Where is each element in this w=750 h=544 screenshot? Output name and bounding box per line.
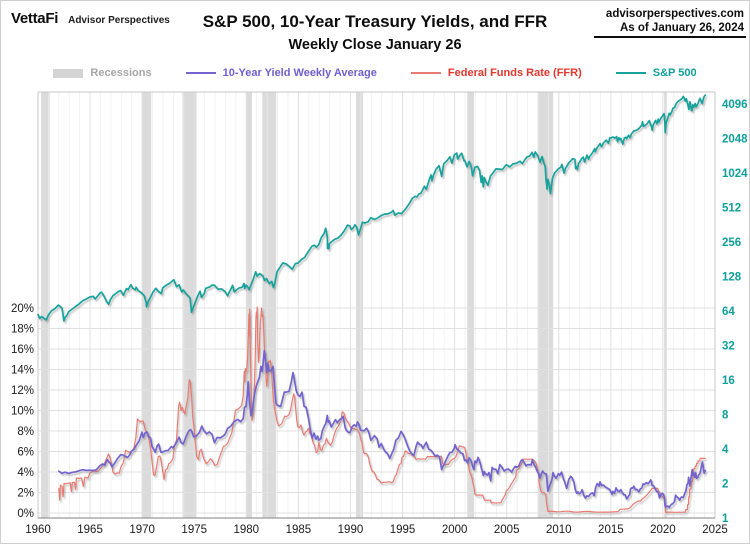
recessions-swatch <box>53 68 84 78</box>
x-axis-tick: 1985 <box>286 524 312 536</box>
y-axis-left-tick: 16% <box>11 344 34 356</box>
x-gridlines <box>37 92 716 518</box>
brand: VettaFi Advisor Perspectives <box>11 10 170 27</box>
y-axis-left-tick: 18% <box>11 324 34 336</box>
y-axis-right-tick: 16 <box>722 375 735 387</box>
legend-label-sp500: S&P 500 <box>652 67 697 79</box>
recession-band <box>356 92 364 518</box>
source-block: advisorperspectives.com As of January 26… <box>606 7 744 35</box>
recession-band <box>664 92 667 518</box>
x-axis-tick: 1960 <box>25 524 51 536</box>
legend-label-recessions: Recessions <box>90 67 152 79</box>
x-axis-tick: 1975 <box>181 524 207 536</box>
brand-subtitle: Advisor Perspectives <box>68 15 170 26</box>
y-axis-left-tick: 0% <box>17 508 34 520</box>
x-axis-tick: 1970 <box>129 524 155 536</box>
y-axis-left-tick: 10% <box>11 406 34 418</box>
legend-label-ffr: Federal Funds Rate (FFR) <box>447 67 582 79</box>
y-axis-left-tick: 4% <box>17 467 34 479</box>
legend-item-recessions: Recessions <box>53 67 152 79</box>
x-axis-tick: 2005 <box>494 524 520 536</box>
recession-bands <box>41 92 667 518</box>
x-axis-tick: 1990 <box>338 524 364 536</box>
y-axis-right-tick: 1 <box>722 513 729 525</box>
recession-band <box>467 92 475 518</box>
source-underline <box>594 36 746 38</box>
y-axis-right-tick: 128 <box>722 272 742 284</box>
recession-band <box>262 92 277 518</box>
chart-legend: Recessions 10-Year Yield Weekly Average … <box>1 67 749 79</box>
y-axis-right-tick: 32 <box>722 341 735 353</box>
x-axis-tick: 2020 <box>650 524 676 536</box>
x-axis-tick: 1980 <box>234 524 260 536</box>
10yr-yield-swatch <box>185 71 216 75</box>
y-axis-left-tick: 6% <box>17 447 34 459</box>
series-federal-funds-rate-ffr <box>58 306 706 514</box>
sp500-swatch <box>615 71 646 75</box>
y-axis-right-tick: 4096 <box>722 99 748 111</box>
y-axis-right-tick: 8 <box>722 410 729 422</box>
x-axis-tick: 2000 <box>442 524 468 536</box>
y-axis-right-tick: 64 <box>722 306 735 318</box>
y-axis-right-labels: 1 2 4 8 16 32 64 128 256 512 1024 2048 4096 <box>722 99 748 525</box>
x-axis-tick: 2010 <box>546 524 572 536</box>
x-axis-labels: 1960 1965 1970 1975 1980 1985 1990 1995 2000 2005… <box>25 524 728 536</box>
y-axis-right-tick: 2048 <box>722 134 748 146</box>
x-axis-tick: 1995 <box>390 524 416 536</box>
source-website: advisorperspectives.com <box>605 8 744 20</box>
y-axis-right-tick: 512 <box>722 203 741 215</box>
y-axis-left-tick: 12% <box>11 385 34 397</box>
plot-border <box>37 91 716 519</box>
y-axis-left-labels: 0% 2% 4% 6% 8% 10% 12% 14% 16% 18% 20% <box>11 303 34 520</box>
y-axis-left-tick: 20% <box>11 303 34 315</box>
x-axis-tick: 2015 <box>598 524 624 536</box>
vettafi-logo: VettaFi <box>11 10 59 27</box>
legend-label-10yr-yield: 10-Year Yield Weekly Average <box>222 67 377 79</box>
y-gridlines <box>38 307 715 514</box>
y-axis-right-tick: 2 <box>722 479 728 491</box>
x-axis-tick: 1965 <box>77 524 103 536</box>
recession-band <box>41 92 50 518</box>
y-axis-left-tick: 14% <box>11 365 34 377</box>
legend-item-sp500: S&P 500 <box>615 67 697 79</box>
series-s-p-500 <box>37 94 707 322</box>
y-axis-right-tick: 1024 <box>722 168 748 180</box>
y-axis-left-tick: 2% <box>17 488 34 500</box>
series-10-year-yield-weekly-average <box>57 349 707 509</box>
legend-item-ffr: Federal Funds Rate (FFR) <box>410 67 582 79</box>
as-of-date: As of January 26, 2024 <box>619 22 744 34</box>
y-axis-right-tick: 256 <box>722 237 741 249</box>
y-axis-right-tick: 4 <box>722 444 729 456</box>
y-axis-left-tick: 8% <box>17 426 34 438</box>
recession-band <box>537 92 554 518</box>
x-axis-tick: 2025 <box>702 524 728 536</box>
ffr-swatch <box>410 71 441 75</box>
legend-item-10yr-yield: 10-Year Yield Weekly Average <box>185 67 377 79</box>
recession-band <box>246 92 252 518</box>
